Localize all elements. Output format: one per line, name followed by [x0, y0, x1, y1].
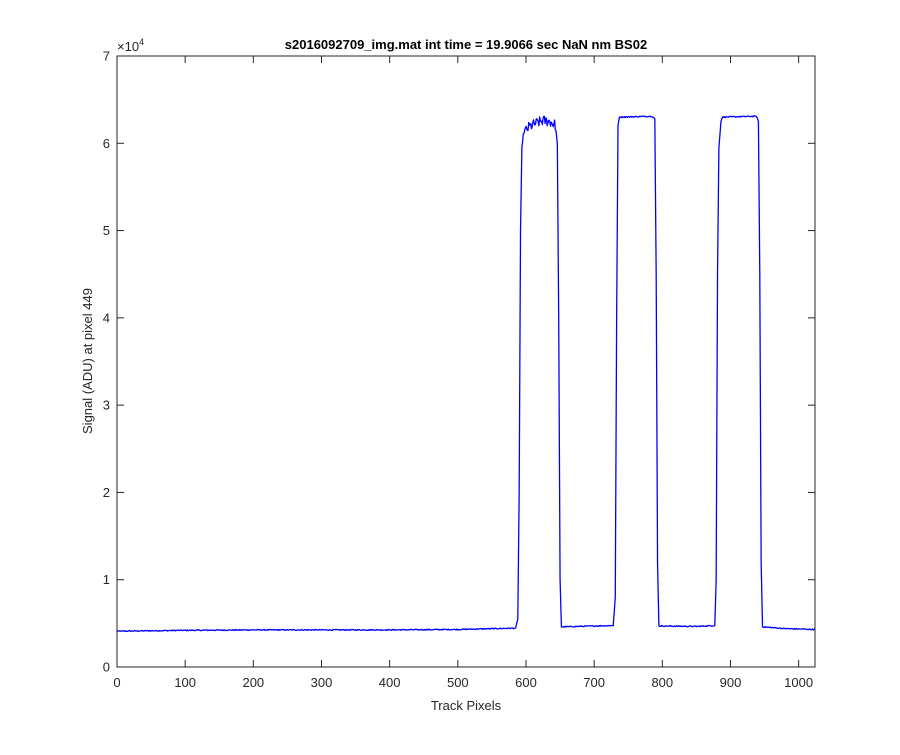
y-tick-label: 1 [103, 572, 110, 587]
chart-title: s2016092709_img.mat int time = 19.9066 s… [285, 37, 647, 52]
y-tick-label: 7 [103, 49, 110, 64]
y-tick-label: 2 [103, 485, 110, 500]
series-line [116, 115, 816, 633]
y-tick-label: 5 [103, 223, 110, 238]
x-tick-label: 500 [447, 675, 469, 690]
y-tick-label: 0 [103, 660, 110, 675]
x-tick-label: 300 [311, 675, 333, 690]
y-exponent-power: 4 [139, 37, 144, 47]
y-tick-label: 3 [103, 398, 110, 413]
y-tick-label: 4 [103, 310, 110, 325]
x-tick-label: 600 [515, 675, 537, 690]
x-tick-label: 0 [113, 675, 120, 690]
x-tick-label: 1000 [784, 675, 813, 690]
y-exponent-base: ×10 [117, 39, 139, 54]
plot-box [116, 55, 816, 668]
y-exponent-label: ×104 [117, 37, 144, 54]
plot-background [117, 56, 815, 667]
x-tick-label: 200 [242, 675, 264, 690]
y-tick-label: 6 [103, 136, 110, 151]
x-tick-label: 400 [379, 675, 401, 690]
x-axis-label: Track Pixels [431, 698, 502, 713]
x-tick-label: 700 [583, 675, 605, 690]
y-axis-label: Signal (ADU) at pixel 449 [80, 288, 95, 434]
x-tick-label: 900 [720, 675, 742, 690]
x-tick-label: 800 [651, 675, 673, 690]
x-tick-label: 100 [174, 675, 196, 690]
